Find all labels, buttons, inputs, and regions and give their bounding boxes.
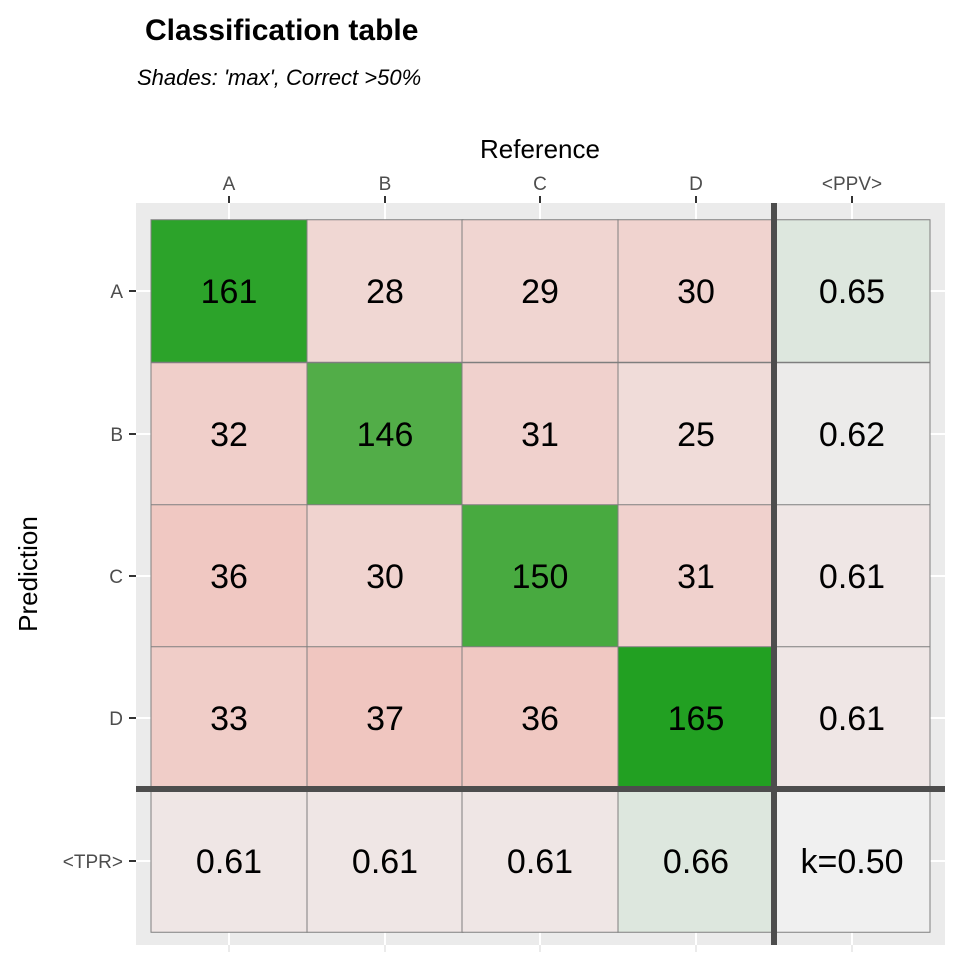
y-tick-label-2: C — [109, 567, 123, 588]
cell-D-C-rect — [461, 646, 619, 790]
cell-B-C-label: 31 — [521, 416, 559, 454]
ppv-cell-D: 0.61 — [773, 646, 931, 790]
cell-C-C-label: 150 — [512, 558, 569, 596]
x-tick-label-0: A — [223, 174, 236, 195]
cell-A-C-label: 29 — [521, 273, 559, 311]
kappa-cell: k=0.50 — [773, 789, 931, 933]
cell-A-C-rect — [461, 219, 619, 363]
tpr-cell-D-rect — [617, 789, 775, 933]
axis-ticks: A B C D <PPV> A B C D <TPR> — [63, 174, 882, 952]
cells: 161 28 29 30 32 146 31 25 36 30 150 31 33 37 36 165 0.65… — [150, 219, 931, 933]
y-axis-title: Prediction — [13, 516, 43, 632]
cell-B-D-label: 25 — [677, 416, 715, 454]
cell-D-A-rect — [150, 646, 308, 790]
cell-C-D-rect — [617, 504, 775, 648]
ppv-cell-A-label: 0.65 — [819, 273, 885, 311]
cell-B-B: 146 — [306, 362, 464, 506]
separators — [136, 203, 945, 945]
cell-C-B: 30 — [306, 504, 464, 648]
x-tick-label-2: C — [533, 174, 547, 195]
tpr-cell-B-label: 0.61 — [352, 843, 418, 881]
cell-D-D-label: 165 — [668, 700, 725, 738]
cell-D-C-label: 36 — [521, 700, 559, 738]
cell-C-C: 150 — [461, 504, 619, 648]
tpr-cell-A: 0.61 — [150, 789, 308, 933]
x-tick-label-1: B — [379, 174, 392, 195]
ppv-cell-C: 0.61 — [773, 504, 931, 648]
cell-B-D: 25 — [617, 362, 775, 506]
cell-A-B: 28 — [306, 219, 464, 363]
ppv-cell-A: 0.65 — [773, 219, 931, 363]
tpr-cell-B-rect — [306, 789, 464, 933]
ppv-cell-D-rect — [773, 646, 931, 790]
ppv-cell-D-label: 0.61 — [819, 700, 885, 738]
tpr-cell-D: 0.66 — [617, 789, 775, 933]
cell-A-A: 161 — [150, 219, 308, 363]
tpr-cell-C-label: 0.61 — [507, 843, 573, 881]
cell-B-A-label: 32 — [210, 416, 248, 454]
cell-A-D-rect — [617, 219, 775, 363]
ppv-cell-C-rect — [773, 504, 931, 648]
cell-D-D: 165 — [617, 646, 775, 790]
cell-C-A-rect — [150, 504, 308, 648]
cell-B-C-rect — [461, 362, 619, 506]
cell-C-B-rect — [306, 504, 464, 648]
cell-A-B-label: 28 — [366, 273, 404, 311]
y-tick-label-0: A — [110, 282, 123, 303]
cell-C-C-rect — [461, 504, 619, 648]
tpr-cell-A-label: 0.61 — [196, 843, 262, 881]
x-axis-title: Reference — [480, 134, 600, 164]
y-tick-label-3: D — [109, 709, 123, 730]
cell-C-A-label: 36 — [210, 558, 248, 596]
x-tick-label-3: D — [689, 174, 703, 195]
chart-subtitle: Shades: 'max', Correct >50% — [137, 65, 421, 90]
y-tick-label-1: B — [110, 425, 123, 446]
cell-B-A: 32 — [150, 362, 308, 506]
tpr-cell-B: 0.61 — [306, 789, 464, 933]
cell-D-B: 37 — [306, 646, 464, 790]
x-tick-label-4: <PPV> — [822, 174, 882, 195]
cell-C-D: 31 — [617, 504, 775, 648]
ppv-cell-B-label: 0.62 — [819, 416, 885, 454]
ppv-cell-C-label: 0.61 — [819, 558, 885, 596]
cell-A-B-rect — [306, 219, 464, 363]
cell-B-A-rect — [150, 362, 308, 506]
cell-A-D: 30 — [617, 219, 775, 363]
cell-A-C: 29 — [461, 219, 619, 363]
ppv-cell-A-rect — [773, 219, 931, 363]
cell-D-A-label: 33 — [210, 700, 248, 738]
cell-D-C: 36 — [461, 646, 619, 790]
tpr-cell-C: 0.61 — [461, 789, 619, 933]
tpr-cell-D-label: 0.66 — [663, 843, 729, 881]
cell-C-A: 36 — [150, 504, 308, 648]
cell-A-D-label: 30 — [677, 273, 715, 311]
cell-C-B-label: 30 — [366, 558, 404, 596]
cell-D-B-label: 37 — [366, 700, 404, 738]
ppv-cell-B-rect — [773, 362, 931, 506]
y-tick-label-4: <TPR> — [63, 852, 123, 873]
cell-D-A: 33 — [150, 646, 308, 790]
cell-A-A-rect — [150, 219, 308, 363]
cell-C-D-label: 31 — [677, 558, 715, 596]
cell-B-B-label: 146 — [357, 416, 414, 454]
ppv-cell-B: 0.62 — [773, 362, 931, 506]
kappa-cell-rect — [773, 789, 931, 933]
cell-A-A-label: 161 — [201, 273, 258, 311]
cell-B-C: 31 — [461, 362, 619, 506]
cell-D-B-rect — [306, 646, 464, 790]
chart-title: Classification table — [145, 14, 418, 47]
cell-D-D-rect — [617, 646, 775, 790]
kappa-cell-label: k=0.50 — [800, 843, 903, 881]
